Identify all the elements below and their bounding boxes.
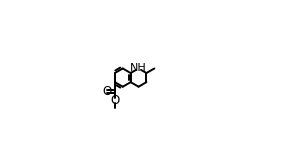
Text: O: O <box>110 94 120 107</box>
Text: O: O <box>102 85 111 98</box>
Text: NH: NH <box>130 63 147 73</box>
